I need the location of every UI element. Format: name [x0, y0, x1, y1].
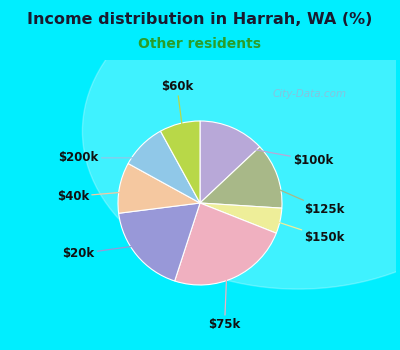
Text: Other residents: Other residents: [138, 37, 262, 51]
Wedge shape: [128, 131, 200, 203]
Wedge shape: [200, 121, 260, 203]
Text: $200k: $200k: [58, 152, 152, 164]
Text: $75k: $75k: [208, 264, 241, 331]
Wedge shape: [118, 163, 200, 213]
Text: $150k: $150k: [265, 218, 345, 244]
Text: $125k: $125k: [263, 182, 345, 216]
Wedge shape: [160, 121, 200, 203]
Wedge shape: [200, 203, 282, 233]
Wedge shape: [175, 203, 276, 285]
Circle shape: [82, 0, 400, 289]
Text: $20k: $20k: [62, 244, 148, 260]
Text: City-Data.com: City-Data.com: [273, 89, 347, 99]
Text: $60k: $60k: [161, 80, 193, 138]
Text: $100k: $100k: [228, 145, 333, 167]
Wedge shape: [119, 203, 200, 281]
Text: Income distribution in Harrah, WA (%): Income distribution in Harrah, WA (%): [27, 12, 373, 27]
Wedge shape: [200, 147, 282, 208]
Text: $40k: $40k: [57, 190, 134, 203]
